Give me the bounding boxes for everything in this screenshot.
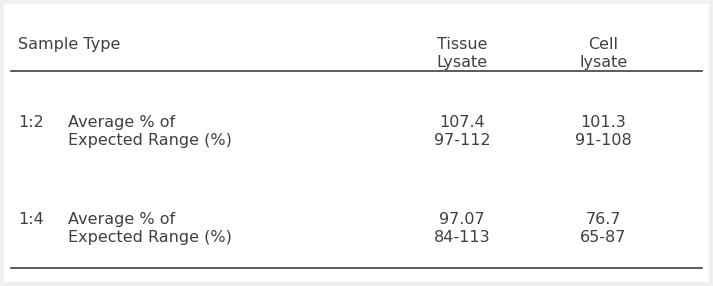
- Text: 101.3
91-108: 101.3 91-108: [575, 115, 632, 148]
- Text: Cell
lysate: Cell lysate: [579, 37, 627, 70]
- Text: Average % of
Expected Range (%): Average % of Expected Range (%): [68, 115, 232, 148]
- Text: Tissue
Lysate: Tissue Lysate: [436, 37, 488, 70]
- Text: Average % of
Expected Range (%): Average % of Expected Range (%): [68, 212, 232, 245]
- Text: 97.07
84-113: 97.07 84-113: [434, 212, 491, 245]
- Text: Sample Type: Sample Type: [19, 37, 120, 53]
- Text: 107.4
97-112: 107.4 97-112: [434, 115, 491, 148]
- Text: 1:2: 1:2: [19, 115, 44, 130]
- FancyBboxPatch shape: [4, 4, 709, 282]
- Text: 1:4: 1:4: [19, 212, 44, 227]
- Text: 76.7
65-87: 76.7 65-87: [580, 212, 626, 245]
